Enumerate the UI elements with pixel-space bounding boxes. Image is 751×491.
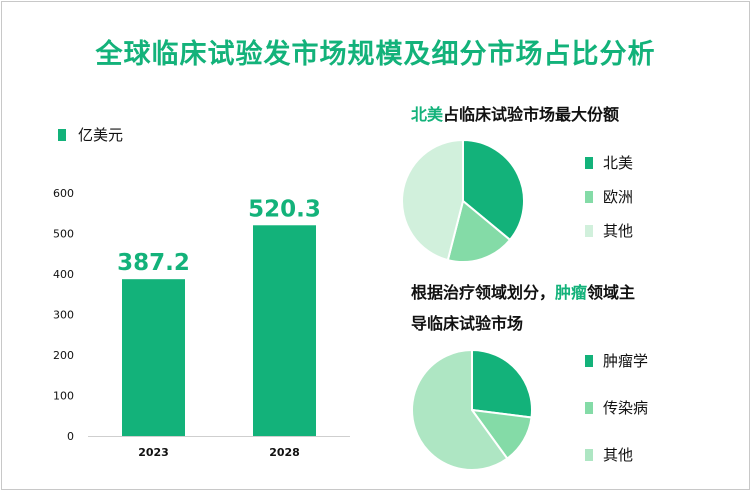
- pie2-heading-pre: 根据治疗领域划分，: [411, 283, 556, 302]
- legend-label: 其他: [603, 446, 634, 464]
- legend-label: 其他: [603, 222, 634, 240]
- pie1-heading: 北美占临床试验市场最大份额: [411, 99, 619, 130]
- legend-swatch: [585, 401, 593, 414]
- pie2-chart: [411, 348, 533, 471]
- legend-label: 欧洲: [603, 188, 634, 206]
- legend-swatch: [585, 448, 593, 461]
- bar-legend: 亿美元: [58, 124, 123, 145]
- y-tick-label: 600: [53, 187, 74, 200]
- pie1-chart: [401, 138, 525, 263]
- y-tick-label: 0: [67, 430, 74, 443]
- pie2-heading: 根据治疗领域划分，肿瘤领域主 导临床试验市场: [411, 277, 635, 339]
- y-tick-label: 400: [53, 268, 74, 281]
- legend-item: 其他: [585, 220, 633, 241]
- pie1-heading-highlight: 北美: [411, 105, 444, 124]
- legend-item: 传染病: [585, 397, 648, 418]
- pie2-heading-highlight: 肿瘤: [555, 283, 588, 302]
- legend-item: 北美: [585, 152, 633, 173]
- bar: [122, 279, 185, 436]
- y-tick-label: 100: [53, 390, 74, 403]
- legend-swatch: [585, 224, 593, 237]
- x-tick-label: 2023: [138, 446, 169, 459]
- y-tick-label: 200: [53, 349, 74, 362]
- bar-legend-label: 亿美元: [78, 126, 124, 144]
- bar-value-label: 387.2: [117, 250, 190, 276]
- pie-slice: [471, 348, 533, 419]
- legend-item: 肿瘤学: [585, 350, 648, 371]
- legend-label: 肿瘤学: [603, 352, 649, 370]
- pie2-heading-post: 领域主: [587, 283, 636, 302]
- x-tick-label: 2028: [269, 446, 300, 459]
- page-title: 全球临床试验发市场规模及细分市场占比分析: [95, 39, 656, 70]
- legend-swatch: [585, 354, 593, 367]
- pie-slice: [411, 348, 509, 471]
- pie-slice: [462, 138, 525, 242]
- pie-slice: [446, 199, 512, 263]
- pie2-heading-line2: 导临床试验市场: [411, 314, 524, 333]
- legend-label: 传染病: [603, 399, 649, 417]
- legend-swatch: [585, 156, 593, 169]
- y-tick-label: 300: [53, 309, 74, 322]
- pie1-heading-rest: 占临床试验市场最大份额: [443, 105, 620, 124]
- legend-item: 欧洲: [585, 186, 633, 207]
- legend-item: 其他: [585, 444, 633, 465]
- bar-legend-swatch: [58, 128, 66, 141]
- bar: [253, 225, 316, 436]
- y-tick-label: 500: [53, 228, 74, 241]
- bar-value-label: 520.3: [248, 196, 321, 222]
- legend-label: 北美: [603, 154, 634, 172]
- pie-slice: [401, 138, 464, 262]
- legend-swatch: [585, 190, 593, 203]
